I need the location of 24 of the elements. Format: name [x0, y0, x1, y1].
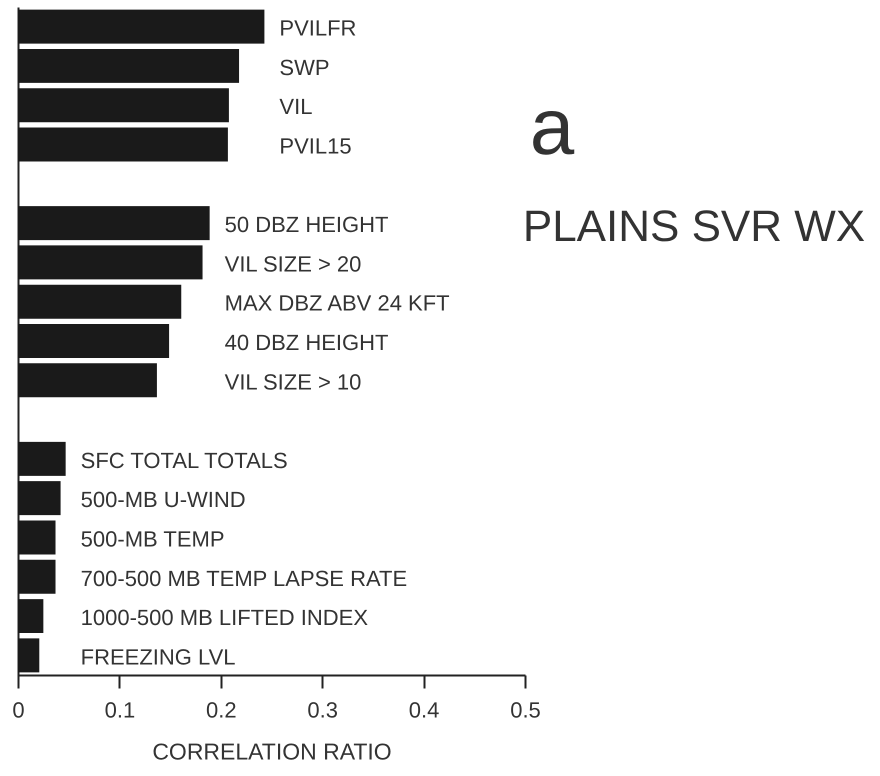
y-tick-label: SFC TOTAL TOTALS — [80, 448, 288, 473]
x-tick-label: 0 — [12, 698, 25, 722]
y-tick-label: 40 DBZ HEIGHT — [224, 330, 388, 355]
y-tick-label: PVILFR — [279, 16, 356, 41]
text: PLAINS SVR WX — [522, 202, 866, 251]
y-tick-label: 700-500 MB TEMP LAPSE RATE — [80, 566, 408, 591]
y-tick-label: SWP — [279, 54, 330, 80]
y-tick-label: 1000-500 MB LIFTED INDEX — [80, 605, 368, 630]
text: a — [530, 82, 575, 171]
x-tick-label: 0.2 — [206, 698, 237, 722]
y-tick-label: VIL SIZE > 20 — [224, 251, 362, 276]
y-tick-label: MAX DBZ ABV 24 KFT — [224, 290, 450, 316]
y-tick-label: PVIL15 — [279, 134, 352, 159]
y-tick-label: 50 DBZ HEIGHT — [224, 212, 388, 238]
x-axis-title: CORRELATION RATIO — [152, 738, 392, 764]
y-tick-label: FREEZING LVL — [80, 644, 236, 670]
y-tick-label: VIL SIZE > 10 — [224, 369, 362, 394]
y-tick-label: VIL — [279, 94, 312, 120]
x-tick-label: 0.4 — [408, 698, 440, 722]
x-tick-label: 0.1 — [104, 698, 136, 722]
x-tick-label: 0.5 — [510, 698, 541, 722]
y-tick-label: 500-MB U-WIND — [80, 487, 246, 512]
y-tick-label: 500-MB TEMP — [80, 526, 225, 552]
x-tick-label: 0.3 — [307, 698, 338, 722]
